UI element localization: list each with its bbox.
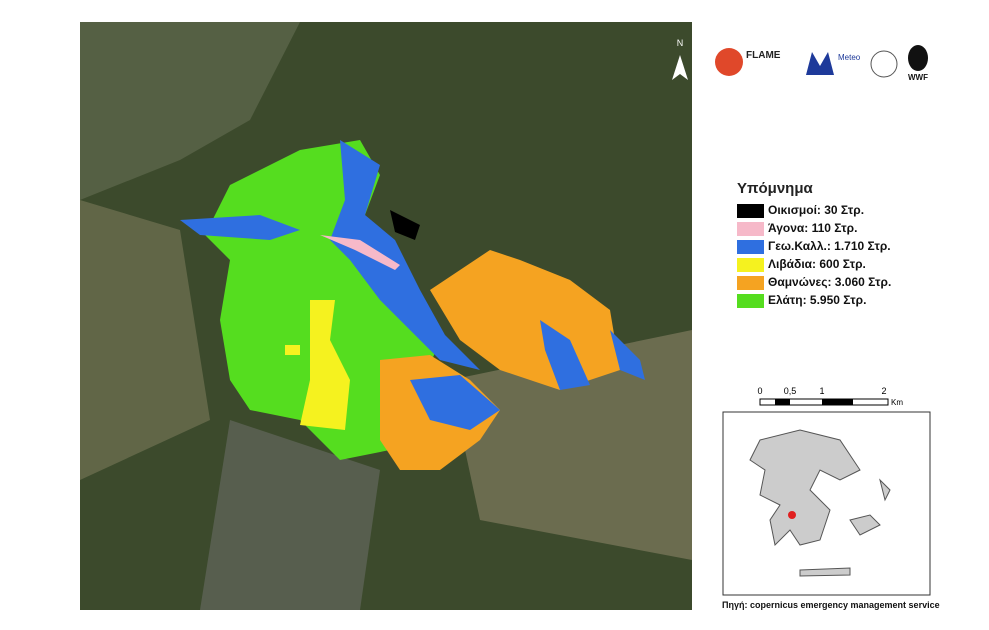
logo-text: WWF bbox=[908, 73, 928, 82]
scale-label: 1 bbox=[819, 386, 824, 396]
legend: Υπόμνημα Οικισμοί: 30 Στρ. Άγονα: 110 Στρ… bbox=[737, 180, 912, 311]
legend-swatch bbox=[737, 222, 764, 236]
legend-swatch bbox=[737, 240, 764, 254]
legend-item: Λιβάδια: 600 Στρ. bbox=[737, 257, 912, 272]
inset-island bbox=[799, 478, 891, 577]
university-logo bbox=[870, 50, 898, 78]
legend-item: Θαμνώνες: 3.060 Στρ. bbox=[737, 275, 912, 290]
meadow-area bbox=[285, 300, 350, 430]
logo-text: Meteo bbox=[838, 53, 861, 62]
north-label: N bbox=[677, 38, 684, 48]
scale-bar: 0 0,5 1 2 Km bbox=[757, 386, 903, 407]
source: Πηγή: copernicus emergency management se… bbox=[722, 600, 940, 610]
crop-area bbox=[540, 320, 645, 390]
terrain bbox=[200, 420, 380, 610]
fields bbox=[80, 200, 210, 480]
scale-unit: Km bbox=[891, 398, 903, 407]
scale-label: 0 bbox=[757, 386, 762, 396]
legend-rows: Οικισμοί: 30 Στρ. Άγονα: 110 Στρ. Γεω.Καλλ… bbox=[737, 203, 912, 308]
meteo-logo bbox=[806, 52, 834, 75]
inset-country bbox=[749, 429, 861, 547]
barren-area bbox=[320, 235, 400, 270]
legend-label: Γεω.Καλλ.: 1.710 Στρ. bbox=[768, 239, 891, 253]
legend-swatch bbox=[737, 258, 764, 272]
legend-label: Θαμνώνες: 3.060 Στρ. bbox=[768, 275, 892, 289]
crop-area bbox=[410, 375, 500, 430]
terrain bbox=[80, 22, 300, 200]
legend-item: Άγονα: 110 Στρ. bbox=[737, 221, 912, 236]
logo-text: FLAME bbox=[746, 50, 781, 61]
legend-title: Υπόμνημα bbox=[737, 180, 813, 197]
north-arrow bbox=[672, 55, 688, 80]
scale-label: 0,5 bbox=[784, 386, 797, 396]
legend-item: Γεω.Καλλ.: 1.710 Στρ. bbox=[737, 239, 912, 254]
scale-segment bbox=[775, 399, 790, 405]
legend-label: Άγονα: 110 Στρ. bbox=[768, 221, 858, 235]
wwf-logo bbox=[908, 45, 928, 71]
crop-area bbox=[330, 140, 480, 370]
legend-swatch bbox=[737, 276, 764, 290]
scale-segment bbox=[822, 399, 853, 405]
scale-label: 2 bbox=[881, 386, 886, 396]
legend-label: Ελάτη: 5.950 Στρ. bbox=[768, 293, 867, 307]
fields bbox=[450, 330, 692, 560]
legend-swatch bbox=[737, 204, 764, 218]
legend-label: Λιβάδια: 600 Στρ. bbox=[768, 257, 866, 271]
flame-logo bbox=[715, 48, 743, 76]
legend-item: Ελάτη: 5.950 Στρ. bbox=[737, 293, 912, 308]
legend-swatch bbox=[737, 294, 764, 308]
legend-label: Οικισμοί: 30 Στρ. bbox=[768, 203, 865, 217]
settlement-area bbox=[390, 210, 420, 240]
legend-item: Οικισμοί: 30 Στρ. bbox=[737, 203, 912, 218]
inset-location bbox=[788, 511, 796, 519]
crop-area bbox=[180, 215, 300, 240]
